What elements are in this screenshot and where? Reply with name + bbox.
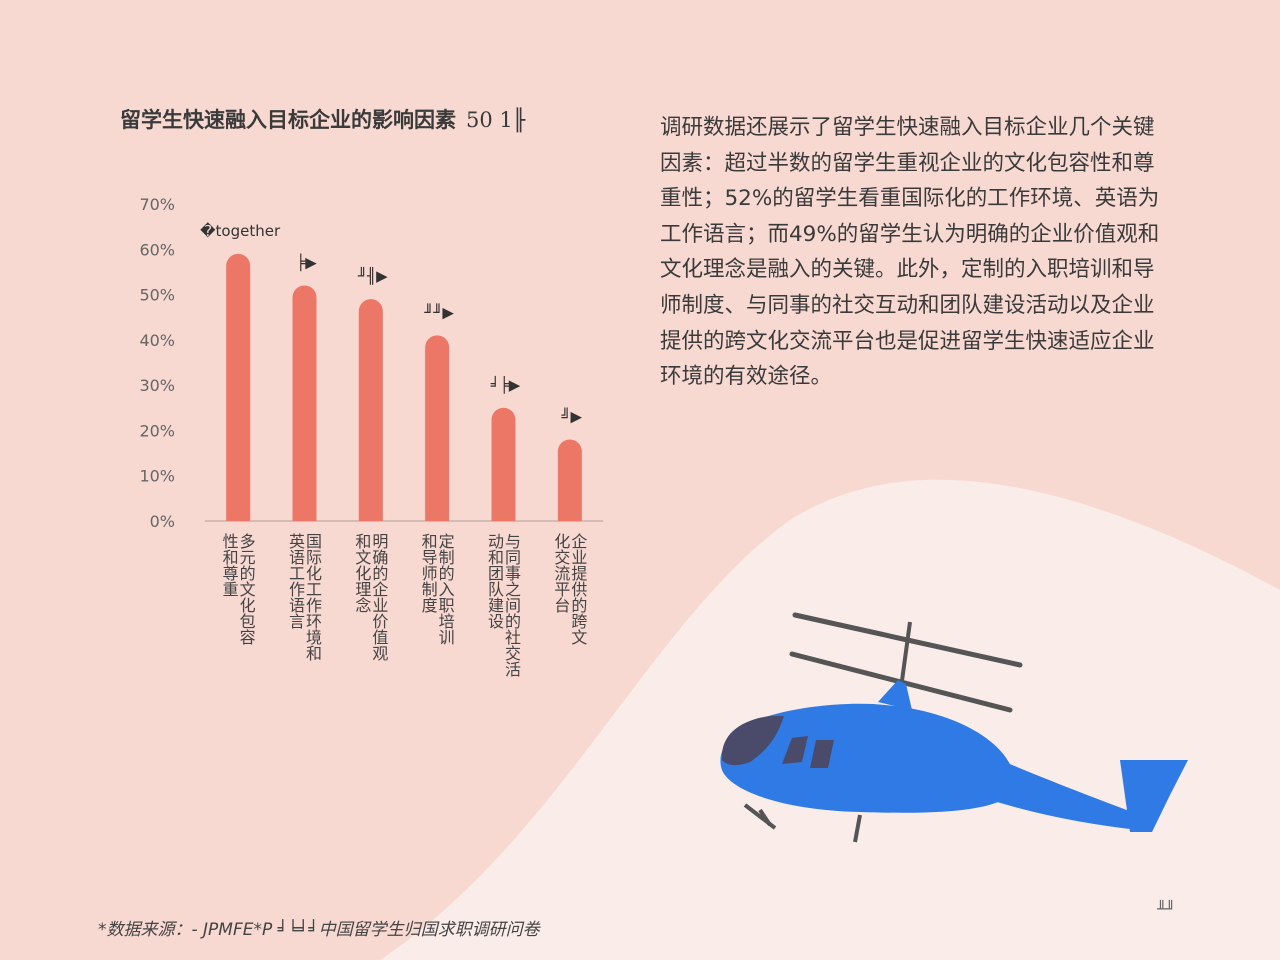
category-label: 国际化工作环境和 <box>303 533 322 661</box>
bar <box>226 253 251 522</box>
bar <box>425 335 450 521</box>
bar-data-label: ╜╜▶ <box>423 302 454 321</box>
category-label: 明确的企业价值观 <box>369 533 388 662</box>
category-label: 与同事之间的社交活 <box>502 533 521 677</box>
bar <box>491 407 516 521</box>
category-label: 动和团队建设 <box>485 533 504 629</box>
y-tick-label: 40% <box>139 331 175 350</box>
y-tick-label: 50% <box>139 286 175 305</box>
chart-title: 留学生快速融入目标企业的影响因素 50 1╟ <box>120 108 526 132</box>
y-tick-label: 0% <box>150 512 175 531</box>
y-tick-label: 60% <box>139 240 175 259</box>
bar <box>292 285 317 521</box>
bar-data-label: ╝▶ <box>561 406 583 425</box>
bar <box>358 299 383 521</box>
helicopter-illustration <box>720 612 1188 843</box>
category-label: 化交流平台 <box>551 533 570 613</box>
bar-data-label: ╜╢▶ <box>357 266 388 285</box>
category-label: 和导师制度 <box>419 533 438 613</box>
category-label: 英语工作语言 <box>286 533 305 629</box>
bar-chart: 0% 10% 20% 30% 40% 50% 60% 70% �together 多元的文化包容性… <box>139 195 603 677</box>
category-label: 多元的文化包容 <box>237 533 256 645</box>
description-paragraph: 调研数据还展示了留学生快速融入目标企业几个关键因素：超过半数的留学生重视企业的文… <box>660 115 1160 390</box>
y-tick-label: 30% <box>139 376 175 395</box>
y-tick-label: 10% <box>139 467 175 486</box>
chart-title-suffix: 50 1╟ <box>466 108 526 132</box>
y-tick-label: 70% <box>139 195 175 214</box>
bar-data-label: ╞▶ <box>296 253 317 272</box>
y-tick-label: 20% <box>139 421 175 440</box>
bar <box>557 439 582 521</box>
category-label: 定制的入职培训 <box>436 533 455 645</box>
page-mark: ╨╜ <box>1157 900 1176 918</box>
category-label: 企业提供的跨文 <box>568 533 587 645</box>
bar-data-label: �together <box>200 222 281 240</box>
bar-data-label: ╛╞▶ <box>490 375 521 394</box>
data-source-note: *数据来源：- JPMFE*P ╛╘╛╛中国留学生归国求职调研问卷 <box>98 920 540 940</box>
category-label: 性和尊重 <box>220 533 239 597</box>
category-label: 和文化理念 <box>352 533 371 613</box>
